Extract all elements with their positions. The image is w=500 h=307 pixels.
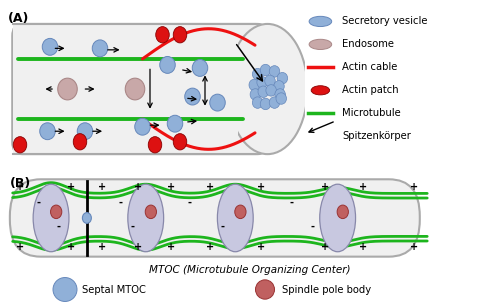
Text: -: - [131,222,135,232]
Circle shape [174,27,187,43]
Ellipse shape [82,212,92,223]
Text: +: + [257,182,265,192]
Ellipse shape [309,39,332,49]
Text: +: + [98,242,106,252]
Ellipse shape [40,123,55,140]
Text: +: + [321,182,329,192]
Ellipse shape [275,89,285,100]
Text: Septal MTOC: Septal MTOC [82,285,146,294]
Text: -: - [310,222,314,232]
Circle shape [13,137,27,153]
Text: -: - [56,222,60,232]
Text: -: - [36,198,40,208]
Ellipse shape [77,123,93,140]
Text: +: + [168,242,175,252]
Text: Spitzenkörper: Spitzenkörper [342,131,411,141]
Ellipse shape [320,184,356,252]
Ellipse shape [42,38,58,55]
Text: (A): (A) [8,12,29,25]
Ellipse shape [260,98,271,110]
FancyBboxPatch shape [12,24,268,154]
Circle shape [145,205,156,219]
Ellipse shape [258,86,268,97]
Text: +: + [321,242,329,252]
Ellipse shape [249,79,260,91]
Ellipse shape [250,89,260,100]
Ellipse shape [192,60,208,76]
Text: Actin patch: Actin patch [342,85,398,95]
Ellipse shape [257,76,268,88]
Text: +: + [134,242,142,252]
Circle shape [311,86,330,95]
FancyBboxPatch shape [10,179,420,257]
Ellipse shape [58,78,77,100]
Text: +: + [68,242,76,252]
Ellipse shape [266,85,276,96]
Text: +: + [134,182,142,192]
Circle shape [235,205,246,219]
Text: +: + [68,182,76,192]
Text: -: - [187,198,191,208]
Ellipse shape [277,72,287,84]
Text: +: + [206,242,214,252]
Circle shape [50,205,62,219]
Ellipse shape [274,81,284,92]
Ellipse shape [269,97,280,108]
Circle shape [156,27,169,43]
Text: Endosome: Endosome [342,39,394,49]
Text: Actin cable: Actin cable [342,62,398,72]
Text: +: + [359,182,368,192]
Text: Secretory vesicle: Secretory vesicle [342,17,428,26]
Text: +: + [410,182,418,192]
Ellipse shape [125,78,145,100]
Ellipse shape [260,64,271,76]
Circle shape [337,205,348,219]
Text: Microtubule: Microtubule [342,108,400,118]
Ellipse shape [252,68,263,80]
Text: (B): (B) [10,177,32,189]
Text: +: + [206,182,214,192]
Text: +: + [16,242,24,252]
Ellipse shape [252,97,263,108]
Ellipse shape [92,40,108,57]
Ellipse shape [276,93,286,104]
Text: +: + [410,242,418,252]
Circle shape [73,134,87,150]
Ellipse shape [228,24,308,154]
Text: +: + [98,182,106,192]
Text: -: - [118,198,122,208]
Circle shape [148,137,162,153]
Ellipse shape [33,184,69,252]
Ellipse shape [269,66,280,77]
Ellipse shape [265,75,275,87]
Ellipse shape [210,94,225,111]
Ellipse shape [218,184,253,252]
Ellipse shape [256,280,274,299]
Bar [12,24,237,154]
Text: +: + [359,242,368,252]
Ellipse shape [53,278,77,301]
Text: MTOC (Microtubule Organizing Center): MTOC (Microtubule Organizing Center) [149,265,351,275]
Ellipse shape [309,16,332,26]
Ellipse shape [128,184,164,252]
Text: +: + [168,182,175,192]
Text: -: - [290,198,294,208]
Text: -: - [220,222,224,232]
Ellipse shape [160,56,176,73]
Text: +: + [257,242,265,252]
Ellipse shape [135,118,150,135]
Circle shape [174,134,187,150]
Ellipse shape [167,115,183,132]
Text: +: + [16,182,24,192]
Text: Spindle pole body: Spindle pole body [282,285,372,294]
Ellipse shape [185,88,200,105]
